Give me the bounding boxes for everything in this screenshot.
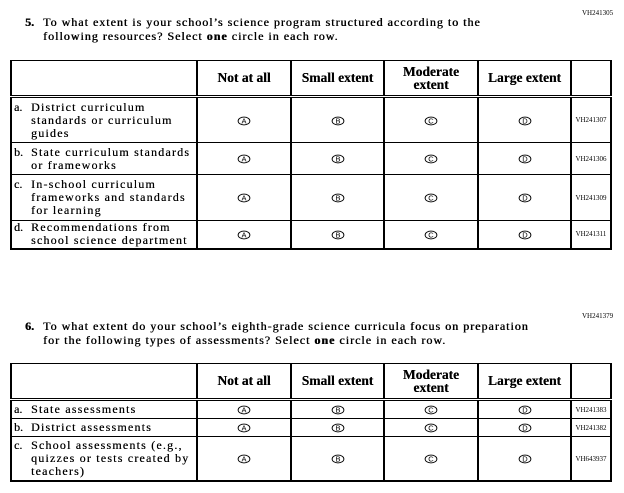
svg-text:B: B bbox=[335, 230, 340, 239]
svg-text:C: C bbox=[428, 406, 434, 415]
svg-text:C: C bbox=[428, 194, 434, 203]
svg-text:B: B bbox=[335, 155, 340, 164]
svg-text:C: C bbox=[428, 424, 434, 433]
svg-text:D: D bbox=[522, 424, 528, 433]
svg-text:D: D bbox=[522, 455, 528, 464]
svg-text:B: B bbox=[335, 455, 340, 464]
svg-text:D: D bbox=[522, 230, 528, 239]
svg-text:B: B bbox=[335, 406, 340, 415]
svg-text:C: C bbox=[428, 116, 434, 125]
svg-text:D: D bbox=[522, 116, 528, 125]
svg-text:C: C bbox=[428, 230, 434, 239]
svg-text:A: A bbox=[241, 424, 246, 433]
svg-text:C: C bbox=[428, 455, 434, 464]
svg-text:D: D bbox=[522, 155, 528, 164]
svg-text:B: B bbox=[335, 194, 340, 203]
svg-text:B: B bbox=[335, 424, 340, 433]
svg-text:A: A bbox=[241, 406, 246, 415]
svg-text:D: D bbox=[522, 406, 528, 415]
svg-text:A: A bbox=[241, 455, 246, 464]
svg-text:B: B bbox=[335, 116, 340, 125]
svg-text:A: A bbox=[241, 155, 246, 164]
svg-text:A: A bbox=[241, 230, 246, 239]
svg-text:A: A bbox=[241, 116, 246, 125]
svg-text:D: D bbox=[522, 194, 528, 203]
svg-text:A: A bbox=[241, 194, 246, 203]
svg-text:C: C bbox=[428, 155, 434, 164]
